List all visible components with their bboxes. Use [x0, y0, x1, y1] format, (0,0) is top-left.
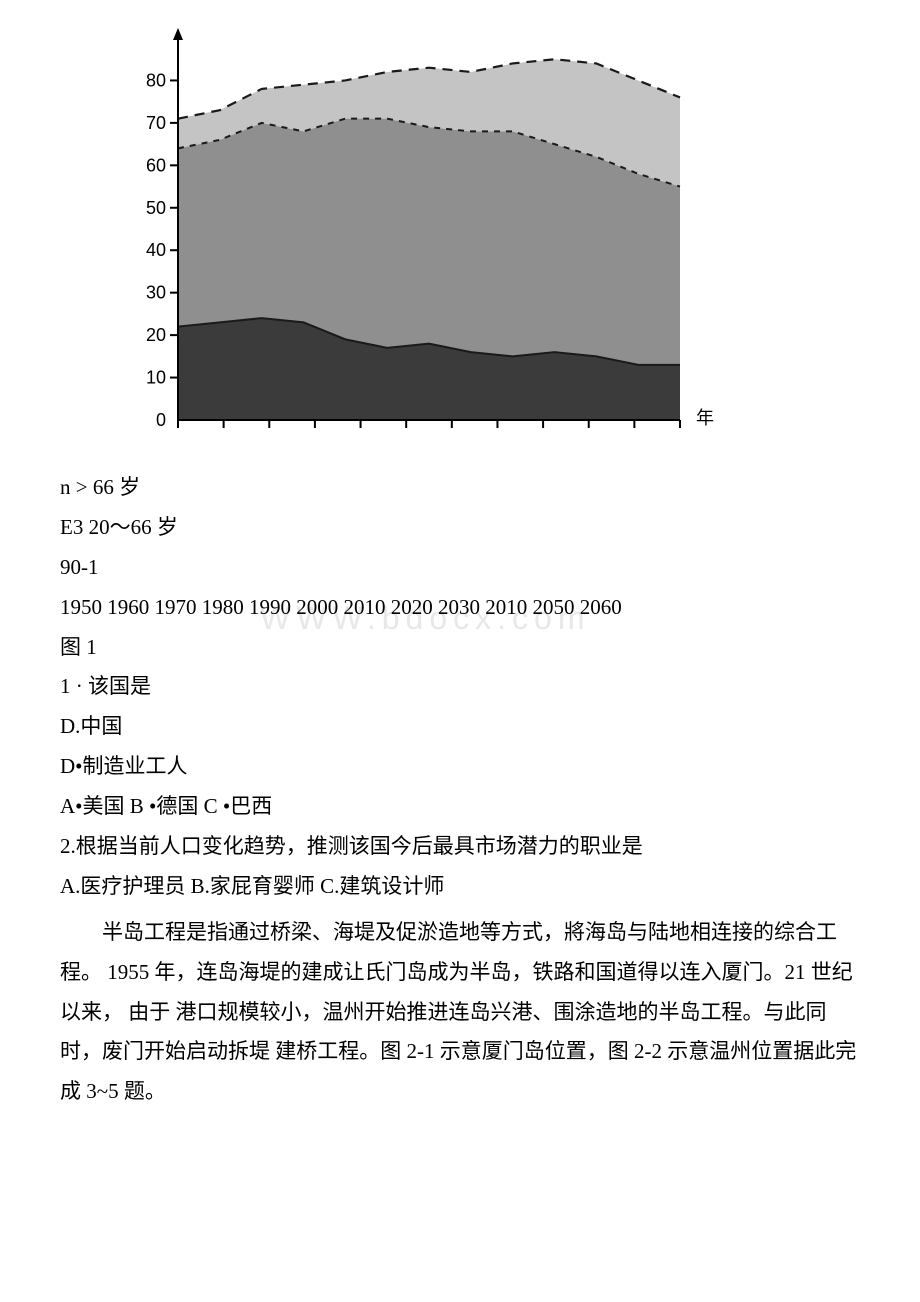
svg-text:30: 30: [146, 283, 166, 303]
q1-stem: 1 · 该国是: [60, 667, 860, 707]
figure-label: 图 1: [60, 628, 860, 668]
svg-text:60: 60: [146, 155, 166, 175]
svg-text:50: 50: [146, 198, 166, 218]
legend-line-20-66: E3 20～66 岁: [60, 508, 860, 548]
q1-options-abc: A•美国 B •德国 C •巴西: [60, 787, 860, 827]
legend-line-gt66: n > 66 岁: [60, 468, 860, 508]
q2-option-d: D•制造业工人: [60, 747, 860, 787]
chart-svg: 0 10 20 30 40 50 60 70 80 年: [120, 20, 720, 450]
q2-stem: 2.根据当前人口变化趋势，推测该国今后最具市场潜力的职业是: [60, 827, 860, 867]
q1-option-d-cn: D.中国: [60, 707, 860, 747]
svg-text:70: 70: [146, 113, 166, 133]
x-ticks-line: 1950 1960 1970 1980 1990 2000 2010 2020 …: [60, 588, 860, 628]
svg-text:20: 20: [146, 325, 166, 345]
svg-text:10: 10: [146, 368, 166, 388]
q2-options-abc: A.医疗护理员 B.家屁育婴师 C.建筑设计师: [60, 867, 860, 907]
document-body: n > 66 岁 E3 20～66 岁 90-1 1950 1960 1970 …: [60, 468, 860, 907]
svg-text:0: 0: [156, 410, 166, 430]
svg-text:年: 年: [696, 408, 714, 428]
y-axis-note: 90-1: [60, 548, 860, 588]
population-age-chart: 0 10 20 30 40 50 60 70 80 年: [120, 20, 860, 450]
svg-text:80: 80: [146, 70, 166, 90]
passage-paragraph: 半岛工程是指通过桥梁、海堤及促淤造地等方式，將海岛与陆地相连接的综合工程。 19…: [60, 913, 860, 1112]
svg-text:40: 40: [146, 240, 166, 260]
